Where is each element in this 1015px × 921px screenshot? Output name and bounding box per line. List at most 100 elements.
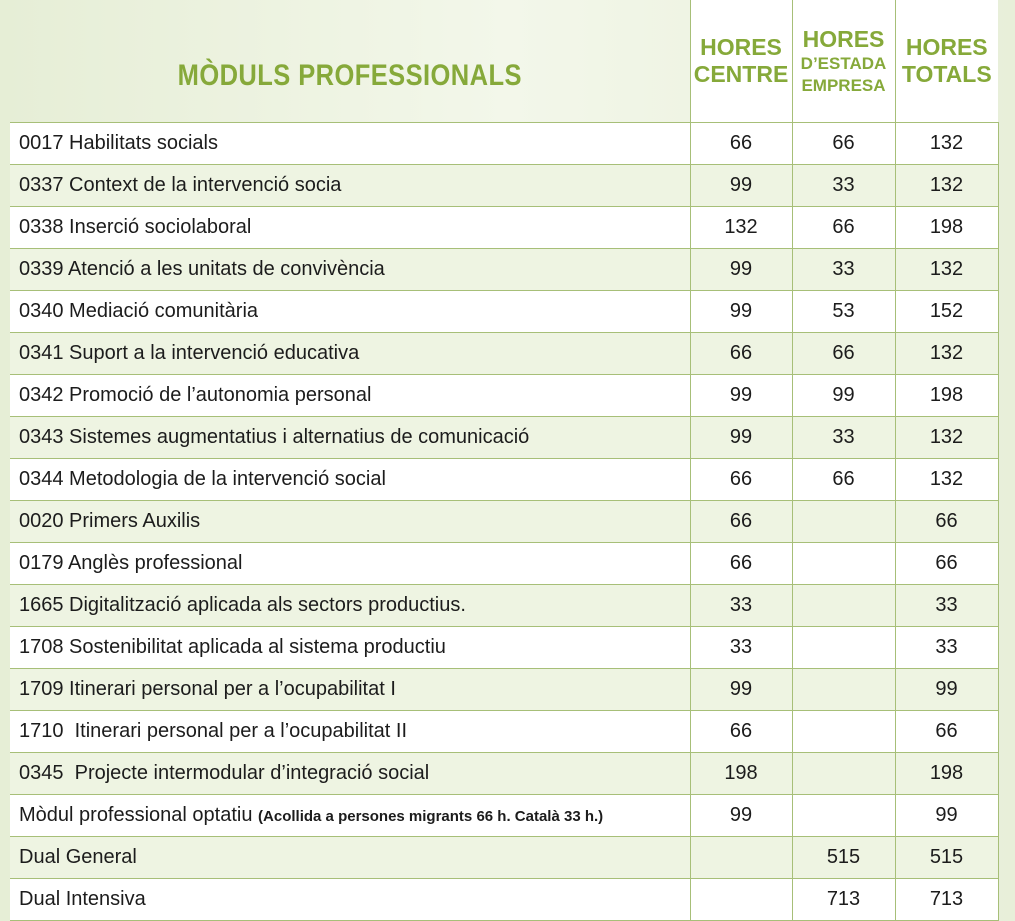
module-cell: 0337 Context de la intervenció socia <box>10 164 690 207</box>
centre-hours: 33 <box>729 594 753 616</box>
empresa-hours: 66 <box>832 342 855 364</box>
total-hours: 99 <box>935 804 958 826</box>
total-cell: 66 <box>894 710 999 753</box>
total-cell: 198 <box>894 752 999 795</box>
module-cell: 0342 Promoció de l’autonomia personal <box>10 374 690 417</box>
module-name: 1665 Digitalització aplicada als sectors… <box>19 594 466 616</box>
header-empresa: HORES D’ESTADA EMPRESA <box>791 0 895 123</box>
empresa-hours: 515 <box>826 846 861 868</box>
total-hours: 132 <box>929 174 964 196</box>
centre-cell: 66 <box>689 542 792 585</box>
centre-hours: 66 <box>729 510 753 532</box>
empresa-hours: 66 <box>832 468 855 490</box>
table-row: 0338 Inserció sociolaboral 132 66 198 <box>10 206 999 249</box>
centre-cell: 99 <box>689 290 792 333</box>
centre-cell: 66 <box>689 710 792 753</box>
header-line: HORES <box>802 25 885 52</box>
empresa-cell: 66 <box>791 458 895 501</box>
centre-cell: 99 <box>689 416 792 459</box>
centre-hours: 66 <box>729 342 753 364</box>
total-cell: 132 <box>894 164 999 207</box>
empresa-hours: 66 <box>832 216 855 238</box>
table-row: 0337 Context de la intervenció socia 99 33… <box>10 164 999 207</box>
module-cell: 1710 Itinerari personal per a l’ocupabil… <box>10 710 690 753</box>
module-name: 0343 Sistemes augmentatius i alternatius… <box>19 426 530 448</box>
empresa-cell: 99 <box>791 374 895 417</box>
centre-cell: 99 <box>689 668 792 711</box>
empresa-cell: 33 <box>791 416 895 459</box>
table-row: 1708 Sostenibilitat aplicada al sistema … <box>10 626 999 669</box>
empresa-hours: 33 <box>832 258 855 280</box>
module-name: Mòdul professional optatiu <box>19 804 253 826</box>
centre-cell: 66 <box>689 458 792 501</box>
table-row: 1709 Itinerari personal per a l’ocupabil… <box>10 668 999 711</box>
empresa-hours: 99 <box>832 384 855 406</box>
table-row: 0340 Mediació comunitària 99 53 152 <box>10 290 999 333</box>
module-cell: 1708 Sostenibilitat aplicada al sistema … <box>10 626 690 669</box>
empresa-cell: 53 <box>791 290 895 333</box>
table-body: 0017 Habilitats socials 66 66 132 0337 Conte… <box>10 122 999 921</box>
module-name: 0345 Projecte intermodular d’integració … <box>19 762 430 784</box>
table-row: 0341 Suport a la intervenció educativa 66… <box>10 332 999 375</box>
total-hours: 66 <box>935 510 958 532</box>
module-name: 0017 Habilitats socials <box>19 132 218 154</box>
empresa-cell: 66 <box>791 332 895 375</box>
total-cell: 132 <box>894 332 999 375</box>
total-cell: 132 <box>894 458 999 501</box>
total-cell: 33 <box>894 626 999 669</box>
header-total: HORES TOTALS <box>894 0 998 123</box>
centre-hours: 99 <box>729 426 753 448</box>
total-cell: 99 <box>894 794 999 837</box>
total-cell: 66 <box>894 542 999 585</box>
module-name: 0342 Promoció de l’autonomia personal <box>19 384 372 406</box>
total-hours: 33 <box>935 636 958 658</box>
centre-hours: 99 <box>729 678 753 700</box>
module-name: 1708 Sostenibilitat aplicada al sistema … <box>19 636 446 658</box>
module-cell: 0338 Inserció sociolaboral <box>10 206 690 249</box>
empresa-hours: 33 <box>832 426 855 448</box>
empresa-hours: 53 <box>832 300 855 322</box>
module-name: 0020 Primers Auxilis <box>19 510 201 532</box>
centre-hours: 99 <box>729 258 753 280</box>
empresa-cell: 66 <box>791 122 895 165</box>
module-cell: 0340 Mediació comunitària <box>10 290 690 333</box>
module-name: 1710 Itinerari personal per a l’ocupabil… <box>19 720 408 742</box>
table-row: 0344 Metodologia de la intervenció socia… <box>10 458 999 501</box>
header-row: MÒDULS PROFESSIONALS HORES CENTRE HORES D’… <box>10 0 998 123</box>
module-cell: 1665 Digitalització aplicada als sectors… <box>10 584 690 627</box>
centre-hours: 99 <box>729 384 753 406</box>
module-cell: Mòdul professional optatiu (Acollida a p… <box>10 794 690 837</box>
centre-hours: 198 <box>724 762 758 784</box>
total-cell: 152 <box>894 290 999 333</box>
module-cell: 0341 Suport a la intervenció educativa <box>10 332 690 375</box>
centre-hours: 33 <box>729 636 753 658</box>
total-cell: 515 <box>894 836 999 879</box>
empresa-cell <box>791 752 895 795</box>
module-name: 0337 Context de la intervenció socia <box>19 174 342 196</box>
total-hours: 132 <box>929 468 964 490</box>
empresa-cell: 66 <box>791 206 895 249</box>
module-name: 0339 Atenció a les unitats de convivènci… <box>19 258 385 280</box>
centre-cell: 99 <box>689 374 792 417</box>
empresa-cell <box>791 584 895 627</box>
centre-hours: 66 <box>729 552 753 574</box>
total-cell: 713 <box>894 878 999 921</box>
module-name: Dual Intensiva <box>19 888 146 910</box>
total-cell: 132 <box>894 248 999 291</box>
total-cell: 198 <box>894 206 999 249</box>
header-line: HORES <box>905 34 988 60</box>
module-cell: 0344 Metodologia de la intervenció socia… <box>10 458 690 501</box>
empresa-cell: 33 <box>791 248 895 291</box>
total-hours: 132 <box>929 342 964 364</box>
empresa-hours: 66 <box>832 132 855 154</box>
total-hours: 152 <box>929 300 964 322</box>
module-cell: 0179 Anglès professional <box>10 542 690 585</box>
table-row: 0342 Promoció de l’autonomia personal 99 9… <box>10 374 999 417</box>
module-cell: 0345 Projecte intermodular d’integració … <box>10 752 690 795</box>
table-row: 0343 Sistemes augmentatius i alternatius… <box>10 416 999 459</box>
total-cell: 33 <box>894 584 999 627</box>
total-cell: 132 <box>894 122 999 165</box>
header-line: TOTALS <box>901 61 992 87</box>
total-cell: 99 <box>894 668 999 711</box>
